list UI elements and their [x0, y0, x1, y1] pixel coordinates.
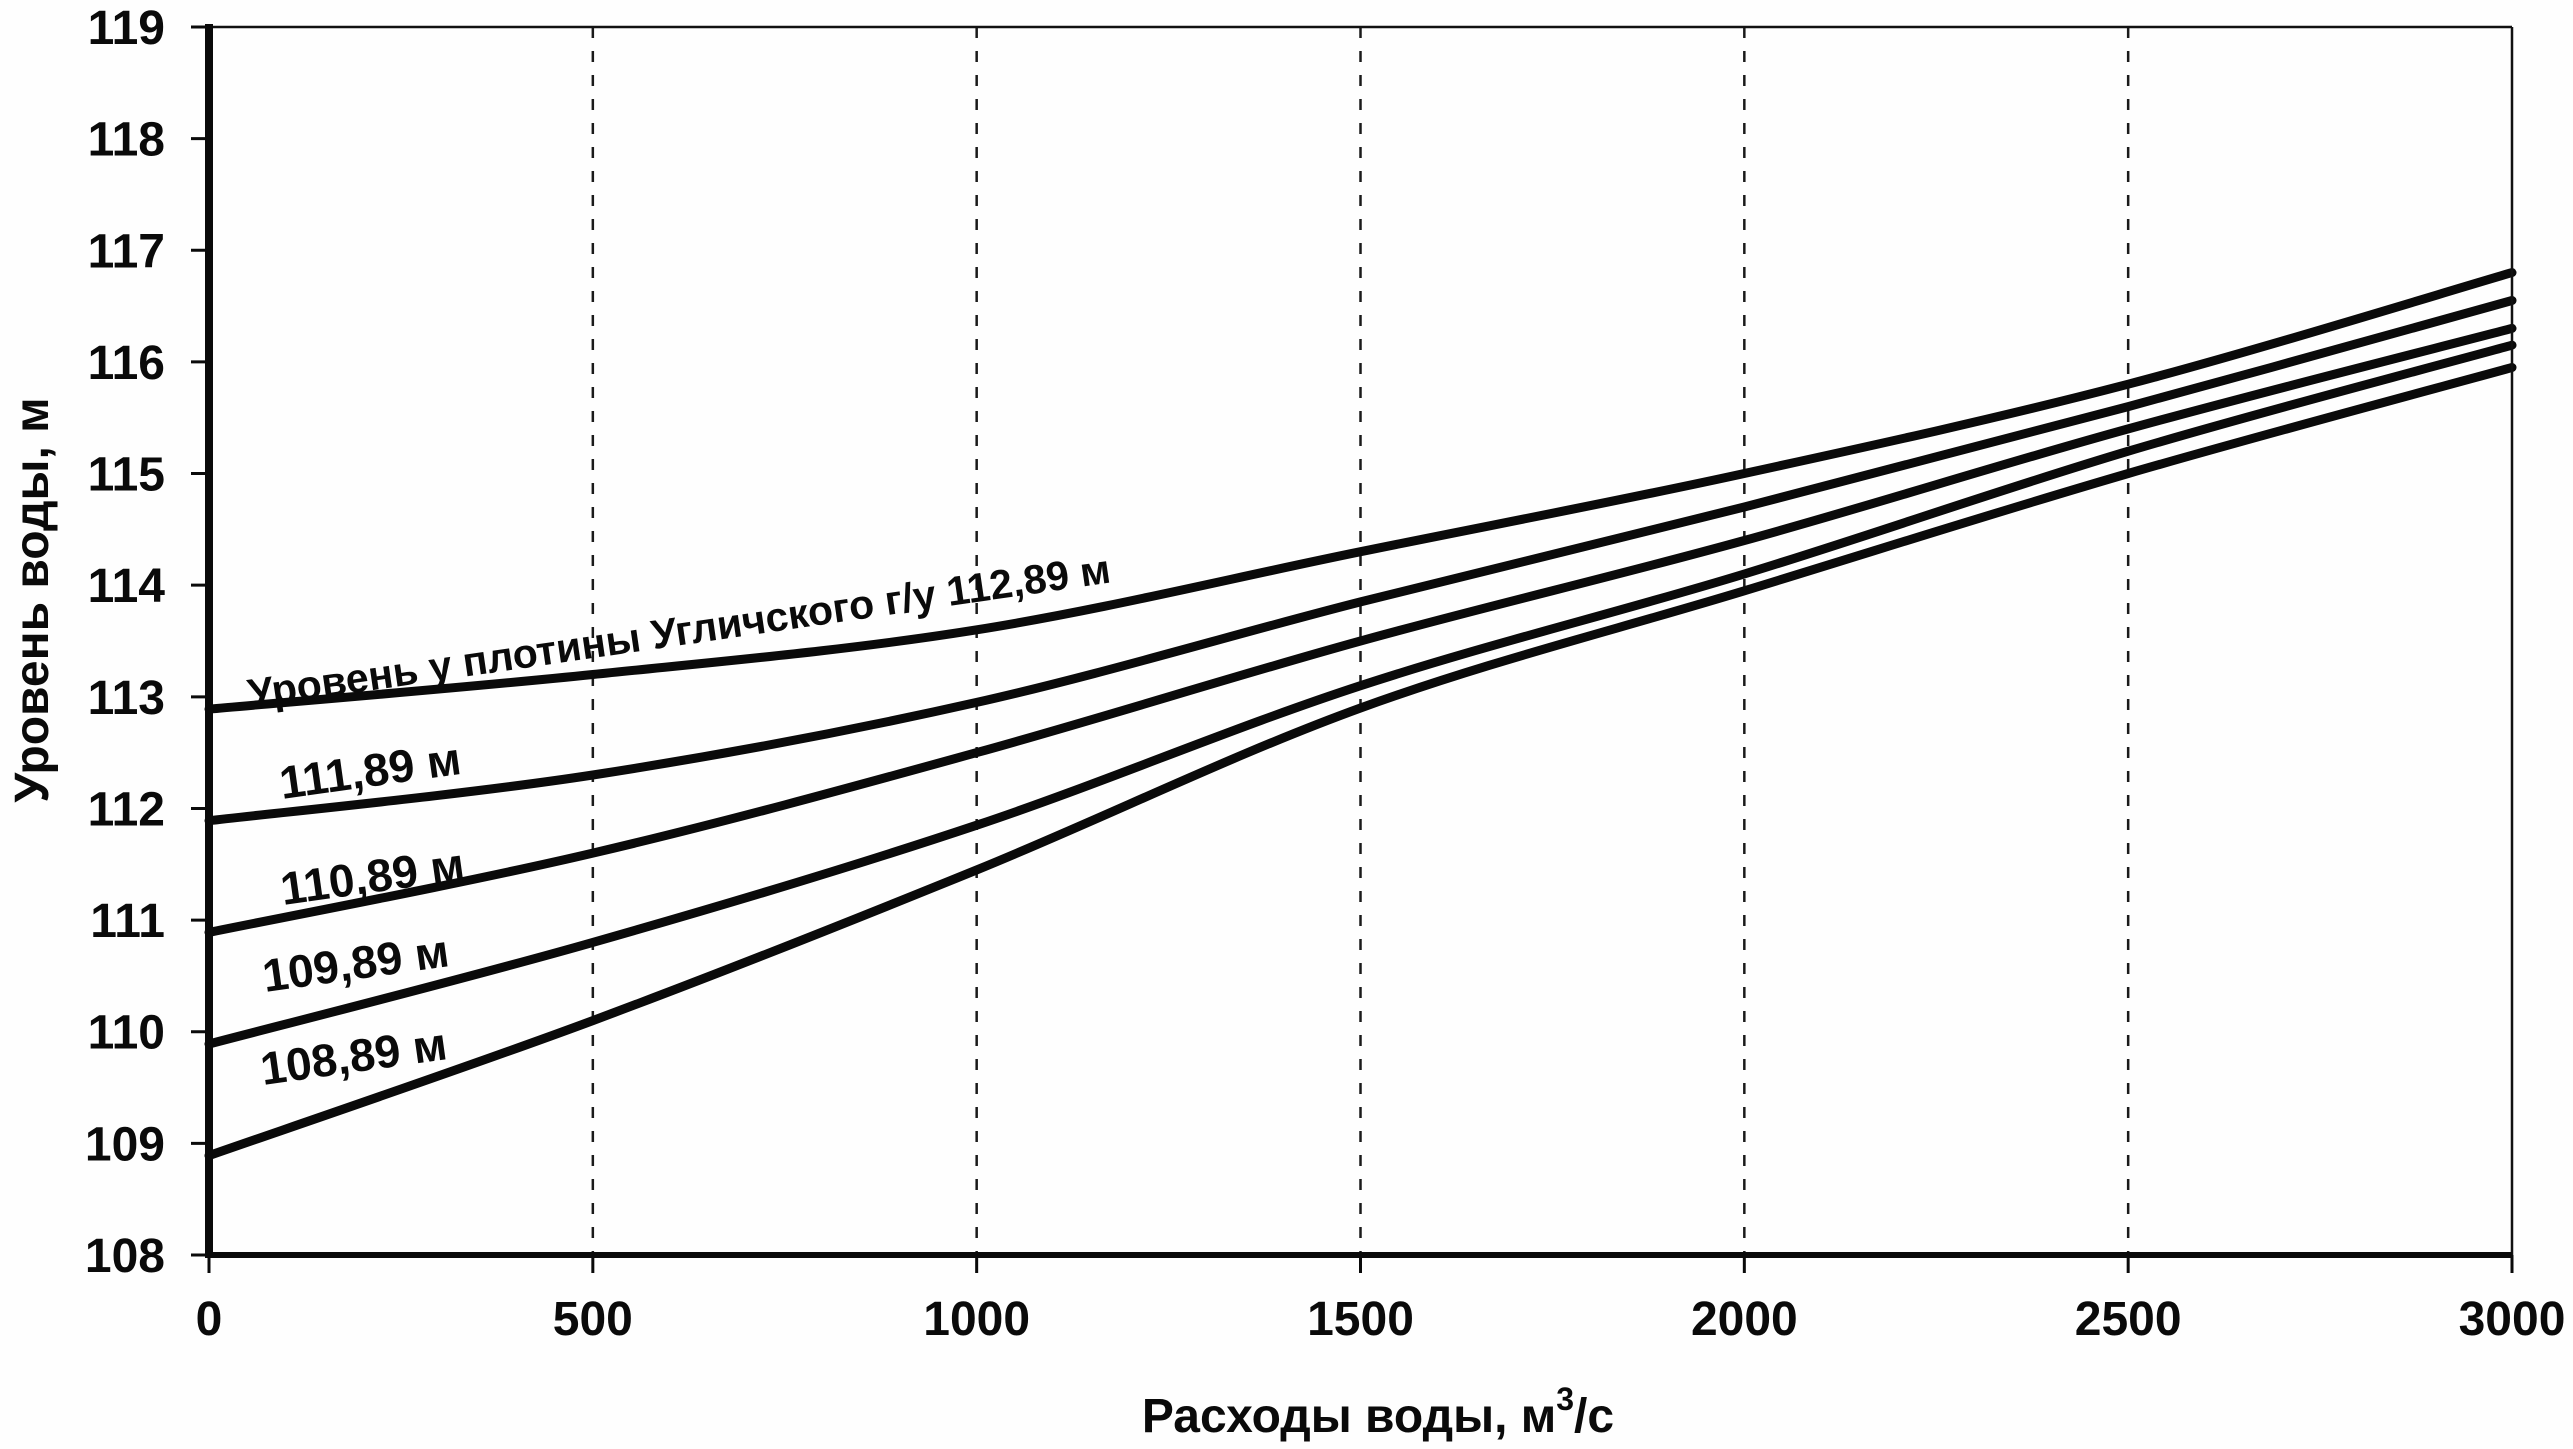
- y-tick-label-111: 111: [90, 895, 165, 948]
- x-axis-title-rest: /с: [1574, 1390, 1614, 1443]
- x-axis-title-base: Расходы воды, м: [1142, 1390, 1556, 1443]
- curves-layer: [204, 268, 2517, 1161]
- curve-line-0: [204, 268, 2517, 714]
- y-tick-label-119: 119: [88, 2, 165, 55]
- x-tick-label-500: 500: [553, 1293, 633, 1346]
- x-axis-title-superscript: 3: [1556, 1381, 1574, 1417]
- x-tick-label-1500: 1500: [1307, 1293, 1414, 1346]
- y-tick-label-116: 116: [88, 337, 165, 390]
- x-tick-label-2500: 2500: [2075, 1293, 2182, 1346]
- y-tick-label-108: 108: [85, 1230, 165, 1283]
- y-tick-label-117: 117: [88, 225, 165, 278]
- y-tick-label-118: 118: [88, 114, 165, 167]
- x-tick-label-2000: 2000: [1691, 1293, 1798, 1346]
- curve-line-4: [204, 363, 2517, 1161]
- y-tick-label-112: 112: [88, 783, 165, 836]
- y-tick-label-109: 109: [85, 1118, 165, 1171]
- y-tick-label-115: 115: [88, 449, 165, 502]
- y-axis-title: Уровень воды, м: [6, 397, 59, 802]
- x-tick-label-0: 0: [196, 1293, 223, 1346]
- curve-line-3: [204, 340, 2517, 1049]
- y-tick-label-113: 113: [88, 672, 165, 725]
- tick-labels-layer: 0 500 1000 1500 2000 2500 3000 108 109 110 111 112 1…: [85, 2, 2565, 1346]
- y-tick-label-114: 114: [88, 560, 166, 613]
- y-tick-label-110: 110: [88, 1007, 165, 1060]
- x-tick-label-3000: 3000: [2459, 1293, 2566, 1346]
- x-axis-title: Расходы воды, м3/с: [1142, 1381, 1614, 1443]
- curve-line-1: [204, 296, 2517, 826]
- x-tick-label-1000: 1000: [923, 1293, 1030, 1346]
- curve-line-2: [204, 323, 2517, 937]
